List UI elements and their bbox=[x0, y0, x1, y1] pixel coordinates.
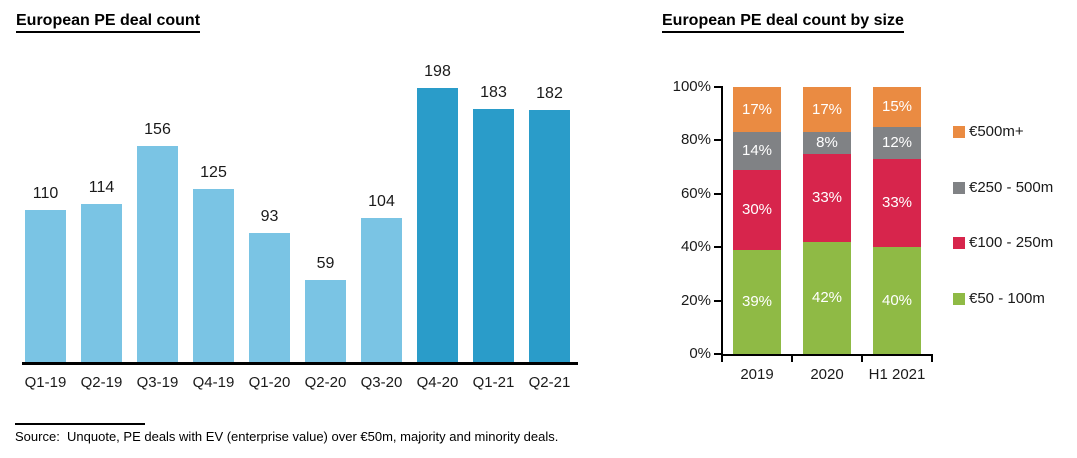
segment-percent-label: 8% bbox=[816, 134, 838, 151]
stacked-segment-€50 - 100m bbox=[733, 250, 781, 354]
y-axis-tick bbox=[714, 139, 721, 142]
bar-Q3-19 bbox=[137, 146, 178, 362]
bar-value-label: 182 bbox=[536, 85, 563, 102]
x-axis-category-label: Q2-20 bbox=[304, 374, 347, 391]
x-axis-category-label: Q4-19 bbox=[192, 374, 235, 391]
legend-swatch bbox=[953, 237, 965, 249]
source-divider-line bbox=[15, 423, 145, 425]
y-axis-tick-label: 60% bbox=[680, 184, 711, 202]
x-axis-category-label: 2019 bbox=[740, 366, 774, 383]
x-axis-tick bbox=[721, 354, 723, 362]
bar-value-label: 114 bbox=[88, 179, 115, 196]
legend-label: €500m+ bbox=[969, 123, 1024, 140]
legend-label: €50 - 100m bbox=[969, 290, 1045, 307]
y-axis-tick-label: 40% bbox=[680, 238, 711, 256]
bar-Q1-19 bbox=[25, 210, 66, 362]
y-axis-tick bbox=[714, 353, 721, 355]
bar-value-label: 93 bbox=[260, 208, 279, 225]
y-axis-tick-label: 0% bbox=[689, 345, 711, 362]
bar-value-label: 125 bbox=[200, 164, 227, 181]
stacked-segment-€500m+ bbox=[873, 87, 921, 127]
stacked-segment-€500m+ bbox=[803, 87, 851, 132]
source-note: Source: Unquote, PE deals with EV (enter… bbox=[15, 429, 559, 444]
bar-Q4-20 bbox=[417, 88, 458, 362]
bar-value-label: 110 bbox=[32, 185, 59, 202]
legend-swatch bbox=[953, 182, 965, 194]
legend-item: €500m+ bbox=[953, 124, 1024, 140]
stacked-segment-€250 - 500m bbox=[803, 132, 851, 154]
y-axis-tick bbox=[714, 86, 721, 88]
segment-percent-label: 17% bbox=[811, 100, 843, 118]
x-axis-category-label: Q2-21 bbox=[528, 374, 571, 391]
legend-swatch bbox=[953, 293, 965, 305]
stacked-segment-€50 - 100m bbox=[803, 242, 851, 354]
x-axis-category-label: Q1-21 bbox=[472, 374, 515, 391]
y-axis-tick bbox=[714, 299, 721, 302]
legend-item: €50 - 100m bbox=[953, 291, 1045, 307]
bar-Q1-21 bbox=[473, 109, 514, 362]
segment-percent-label: 12% bbox=[881, 134, 913, 151]
bar-Q3-20 bbox=[361, 218, 402, 362]
bar-Q2-21 bbox=[529, 110, 570, 362]
segment-percent-label: 40% bbox=[881, 291, 913, 309]
bar-value-label: 198 bbox=[424, 63, 451, 80]
bar-Q2-20 bbox=[305, 280, 346, 362]
x-axis-tick bbox=[861, 354, 863, 362]
legend-label: €250 - 500m bbox=[969, 179, 1054, 196]
y-axis-line bbox=[721, 86, 723, 356]
y-axis-tick bbox=[714, 192, 721, 195]
bar-value-label: 183 bbox=[480, 84, 507, 101]
segment-percent-label: 30% bbox=[741, 201, 773, 218]
bar-Q2-19 bbox=[81, 204, 122, 362]
y-axis-tick-label: 100% bbox=[672, 78, 711, 95]
legend-item: €100 - 250m bbox=[953, 235, 1053, 251]
y-axis-tick bbox=[714, 246, 721, 249]
x-axis-category-label: Q1-19 bbox=[24, 374, 67, 391]
segment-percent-label: 33% bbox=[881, 194, 913, 211]
stacked-segment-€250 - 500m bbox=[733, 132, 781, 170]
legend-swatch bbox=[953, 126, 965, 138]
stacked-segment-€500m+ bbox=[733, 87, 781, 132]
bar-value-label: 59 bbox=[316, 255, 335, 272]
deal-count-bar-chart: 110 Q1-19 114 Q2-19 156 Q3-19 125 Q4-19 93 Q1-20 5… bbox=[22, 63, 578, 391]
y-axis-tick-label: 80% bbox=[680, 131, 711, 149]
x-axis-category-label: Q1-20 bbox=[248, 374, 291, 391]
legend-item: €250 - 500m bbox=[953, 180, 1053, 196]
x-axis-category-label: 2020 bbox=[810, 366, 844, 383]
bar-Q1-20 bbox=[249, 233, 290, 362]
x-axis-tick bbox=[931, 354, 933, 362]
x-axis-line bbox=[721, 354, 933, 356]
x-axis-category-label: Q2-19 bbox=[80, 374, 123, 391]
x-axis-tick bbox=[791, 354, 793, 362]
stacked-segment-€100 - 250m bbox=[873, 159, 921, 247]
segment-percent-label: 42% bbox=[811, 289, 843, 306]
segment-percent-label: 33% bbox=[811, 189, 843, 206]
stacked-segment-€250 - 500m bbox=[873, 127, 921, 159]
x-axis-category-label: Q3-20 bbox=[360, 374, 403, 391]
bar-Q4-19 bbox=[193, 189, 234, 362]
segment-percent-label: 15% bbox=[881, 98, 913, 115]
y-axis-tick-label: 20% bbox=[680, 291, 711, 309]
legend-label: €100 - 250m bbox=[969, 234, 1054, 251]
segment-percent-label: 14% bbox=[741, 142, 773, 159]
bar-value-label: 156 bbox=[144, 121, 171, 138]
segment-percent-label: 39% bbox=[741, 293, 773, 310]
right-chart-title: European PE deal count by size bbox=[662, 11, 904, 33]
segment-percent-label: 17% bbox=[741, 100, 773, 118]
stacked-segment-€100 - 250m bbox=[733, 170, 781, 250]
left-chart-title: European PE deal count bbox=[16, 11, 201, 33]
deal-count-by-size-stacked-chart: 0% 20% 40% 60% 80% 100% 39% 30% 14% 17% 2019 42% 33%… bbox=[600, 0, 1077, 458]
bar-value-label: 104 bbox=[368, 193, 395, 210]
x-axis-category-label: Q4-20 bbox=[416, 374, 459, 391]
x-axis-category-label: Q3-19 bbox=[136, 374, 179, 391]
stacked-segment-€50 - 100m bbox=[873, 247, 921, 354]
x-axis-category-label: H1 2021 bbox=[868, 366, 926, 383]
stacked-segment-€100 - 250m bbox=[803, 154, 851, 242]
x-axis-line bbox=[22, 362, 578, 365]
